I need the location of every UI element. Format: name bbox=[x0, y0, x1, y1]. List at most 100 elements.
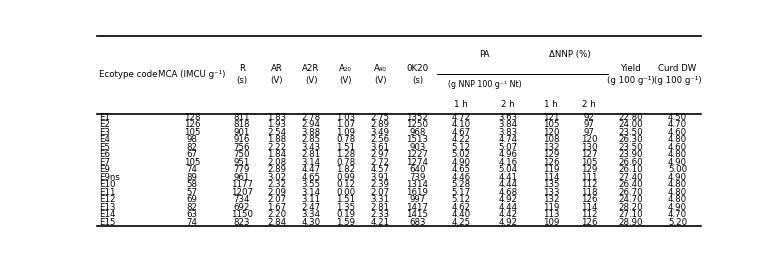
Text: 24.70: 24.70 bbox=[619, 195, 643, 204]
Text: 26.10: 26.10 bbox=[619, 165, 643, 174]
Text: 2.07: 2.07 bbox=[267, 195, 286, 204]
Text: 3.83: 3.83 bbox=[499, 128, 518, 137]
Text: E7: E7 bbox=[99, 158, 110, 167]
Text: 98: 98 bbox=[186, 135, 197, 144]
Text: 4.10: 4.10 bbox=[452, 120, 471, 129]
Text: E9: E9 bbox=[99, 165, 110, 174]
Text: 4.22: 4.22 bbox=[452, 135, 471, 144]
Text: E4: E4 bbox=[99, 135, 110, 144]
Text: 1 h: 1 h bbox=[454, 100, 468, 109]
Text: 4.80: 4.80 bbox=[668, 180, 687, 189]
Text: 2.81: 2.81 bbox=[301, 150, 321, 159]
Text: 121: 121 bbox=[543, 113, 559, 122]
Text: 3.14: 3.14 bbox=[301, 188, 321, 197]
Text: 132: 132 bbox=[543, 143, 559, 152]
Text: 2 h: 2 h bbox=[502, 100, 515, 109]
Text: 2.78: 2.78 bbox=[301, 113, 321, 122]
Text: 4.80: 4.80 bbox=[668, 150, 687, 159]
Text: 2.56: 2.56 bbox=[371, 135, 390, 144]
Text: E10: E10 bbox=[99, 180, 116, 189]
Text: 734: 734 bbox=[234, 195, 250, 204]
Text: 4.42: 4.42 bbox=[499, 210, 518, 219]
Text: 903: 903 bbox=[409, 143, 425, 152]
Text: 26.30: 26.30 bbox=[619, 135, 643, 144]
Text: 2.39: 2.39 bbox=[371, 180, 390, 189]
Text: 3.02: 3.02 bbox=[267, 173, 286, 182]
Text: 129: 129 bbox=[581, 165, 597, 174]
Text: 4.80: 4.80 bbox=[668, 195, 687, 204]
Text: E13: E13 bbox=[99, 203, 116, 212]
Text: 961: 961 bbox=[234, 173, 250, 182]
Text: Ecotype code: Ecotype code bbox=[99, 70, 157, 79]
Text: 82: 82 bbox=[186, 143, 197, 152]
Text: 3.14: 3.14 bbox=[301, 158, 321, 167]
Text: 5.20: 5.20 bbox=[668, 218, 687, 227]
Text: 4.90: 4.90 bbox=[668, 203, 687, 212]
Text: 5.00: 5.00 bbox=[668, 165, 687, 174]
Text: 692: 692 bbox=[234, 203, 250, 212]
Text: 27.40: 27.40 bbox=[619, 173, 643, 182]
Text: 1619: 1619 bbox=[407, 188, 428, 197]
Text: 5.28: 5.28 bbox=[452, 180, 471, 189]
Text: 0.99: 0.99 bbox=[337, 173, 355, 182]
Text: 2.81: 2.81 bbox=[371, 203, 390, 212]
Text: 4.96: 4.96 bbox=[499, 150, 518, 159]
Text: 127: 127 bbox=[581, 150, 597, 159]
Text: Curd DW
(g 100 g⁻¹): Curd DW (g 100 g⁻¹) bbox=[654, 65, 701, 85]
Text: 119: 119 bbox=[543, 203, 559, 212]
Text: 105: 105 bbox=[543, 120, 559, 129]
Text: R
(s): R (s) bbox=[236, 65, 248, 85]
Text: 4.70: 4.70 bbox=[668, 120, 687, 129]
Text: 2.09: 2.09 bbox=[267, 188, 286, 197]
Text: 128: 128 bbox=[184, 113, 200, 122]
Text: 1.03: 1.03 bbox=[336, 113, 355, 122]
Text: 113: 113 bbox=[543, 210, 559, 219]
Text: 26.60: 26.60 bbox=[619, 158, 643, 167]
Text: E6: E6 bbox=[99, 150, 110, 159]
Text: ΔNNP (%): ΔNNP (%) bbox=[549, 51, 591, 59]
Text: 1207: 1207 bbox=[231, 188, 253, 197]
Text: (g NNP 100 g⁻¹ Nt): (g NNP 100 g⁻¹ Nt) bbox=[448, 80, 521, 89]
Text: 683: 683 bbox=[409, 218, 425, 227]
Text: 97: 97 bbox=[583, 128, 594, 137]
Text: E11: E11 bbox=[99, 188, 116, 197]
Text: 2.22: 2.22 bbox=[267, 143, 286, 152]
Text: 1.07: 1.07 bbox=[336, 120, 355, 129]
Text: 4.40: 4.40 bbox=[452, 210, 471, 219]
Text: 4.16: 4.16 bbox=[499, 158, 518, 167]
Text: 5.17: 5.17 bbox=[452, 188, 471, 197]
Text: 126: 126 bbox=[581, 218, 597, 227]
Text: 0.00: 0.00 bbox=[336, 188, 355, 197]
Text: 126: 126 bbox=[184, 120, 200, 129]
Text: 4.92: 4.92 bbox=[499, 218, 518, 227]
Text: 4.90: 4.90 bbox=[668, 173, 687, 182]
Text: 4.92: 4.92 bbox=[499, 195, 518, 204]
Text: 105: 105 bbox=[184, 158, 200, 167]
Text: 1.83: 1.83 bbox=[267, 113, 286, 122]
Text: 24.00: 24.00 bbox=[619, 120, 643, 129]
Text: 4.80: 4.80 bbox=[668, 135, 687, 144]
Text: E3: E3 bbox=[99, 128, 110, 137]
Text: 4.50: 4.50 bbox=[668, 113, 687, 122]
Text: 1.51: 1.51 bbox=[336, 143, 355, 152]
Text: 1 h: 1 h bbox=[545, 100, 558, 109]
Text: A₄₀
(V): A₄₀ (V) bbox=[374, 65, 386, 85]
Text: 4.25: 4.25 bbox=[452, 218, 471, 227]
Text: 3.43: 3.43 bbox=[301, 143, 321, 152]
Text: 4.60: 4.60 bbox=[668, 143, 687, 152]
Text: 2.75: 2.75 bbox=[371, 113, 390, 122]
Text: 0.78: 0.78 bbox=[336, 135, 355, 144]
Text: 4.68: 4.68 bbox=[499, 188, 518, 197]
Text: 1227: 1227 bbox=[407, 150, 428, 159]
Text: 2.07: 2.07 bbox=[371, 188, 390, 197]
Text: 1.59: 1.59 bbox=[336, 218, 355, 227]
Text: 3.63: 3.63 bbox=[499, 113, 518, 122]
Text: 126: 126 bbox=[581, 195, 597, 204]
Text: 4.46: 4.46 bbox=[452, 173, 471, 182]
Text: 968: 968 bbox=[409, 128, 425, 137]
Text: A₂₀
(V): A₂₀ (V) bbox=[339, 65, 352, 85]
Text: 92: 92 bbox=[583, 113, 594, 122]
Text: 119: 119 bbox=[543, 165, 559, 174]
Text: 5.07: 5.07 bbox=[499, 143, 518, 152]
Text: 105: 105 bbox=[581, 158, 597, 167]
